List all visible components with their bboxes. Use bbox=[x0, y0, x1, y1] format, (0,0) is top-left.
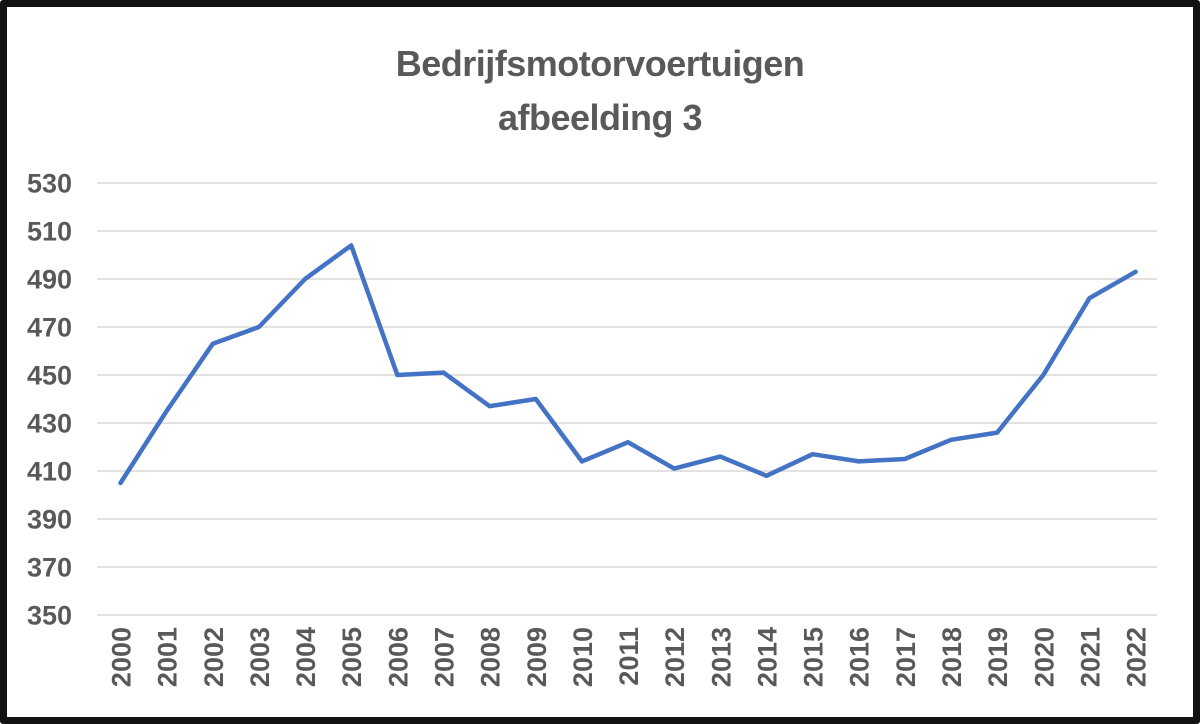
x-tick-label: 2001 bbox=[153, 627, 183, 687]
x-tick-label: 2011 bbox=[614, 627, 644, 686]
x-tick-label: 2000 bbox=[107, 627, 137, 687]
x-tick-label: 2018 bbox=[937, 627, 967, 687]
x-tick-label: 2003 bbox=[245, 627, 275, 687]
chart-title-line1: Bedrijfsmotorvoertuigen bbox=[395, 43, 805, 84]
y-tick-label: 370 bbox=[27, 553, 72, 583]
x-tick-label: 2016 bbox=[845, 627, 875, 687]
x-tick-label: 2007 bbox=[429, 627, 459, 687]
y-tick-label: 450 bbox=[27, 361, 72, 391]
chart-title: Bedrijfsmotorvoertuigen afbeelding 3 bbox=[7, 37, 1193, 145]
x-tick-label: 2020 bbox=[1029, 627, 1059, 687]
x-tick-label: 2010 bbox=[568, 627, 598, 687]
x-tick-label: 2022 bbox=[1122, 627, 1152, 687]
line-chart: 350 370 390 410 430 450 470 490 510 530 2000 2001 20… bbox=[27, 169, 1157, 687]
x-tick-label: 2017 bbox=[891, 627, 921, 687]
x-tick-label: 2013 bbox=[706, 627, 736, 687]
data-line-series bbox=[118, 243, 1138, 486]
x-tick-label: 2006 bbox=[383, 627, 413, 687]
chart-title-line2: afbeelding 3 bbox=[497, 97, 703, 138]
x-tick-label: 2009 bbox=[522, 627, 552, 687]
x-tick-label: 2021 bbox=[1075, 627, 1105, 687]
x-tick-label: 2019 bbox=[983, 627, 1013, 687]
x-tick-label: 2004 bbox=[291, 627, 321, 687]
y-tick-label: 390 bbox=[27, 505, 72, 535]
x-tick-label: 2015 bbox=[799, 627, 829, 687]
y-tick-label: 510 bbox=[27, 217, 72, 247]
y-tick-label: 430 bbox=[27, 409, 72, 439]
y-tick-label: 410 bbox=[27, 457, 72, 487]
y-tick-label: 530 bbox=[27, 169, 72, 199]
x-tick-label: 2008 bbox=[476, 627, 506, 687]
y-tick-label: 490 bbox=[27, 265, 72, 295]
x-tick-label: 2005 bbox=[337, 627, 367, 687]
y-tick-label: 350 bbox=[27, 601, 72, 631]
x-tick-label: 2012 bbox=[660, 627, 690, 687]
x-tick-label: 2002 bbox=[199, 627, 229, 687]
y-tick-label: 470 bbox=[27, 313, 72, 343]
x-tick-label: 2014 bbox=[752, 627, 782, 687]
